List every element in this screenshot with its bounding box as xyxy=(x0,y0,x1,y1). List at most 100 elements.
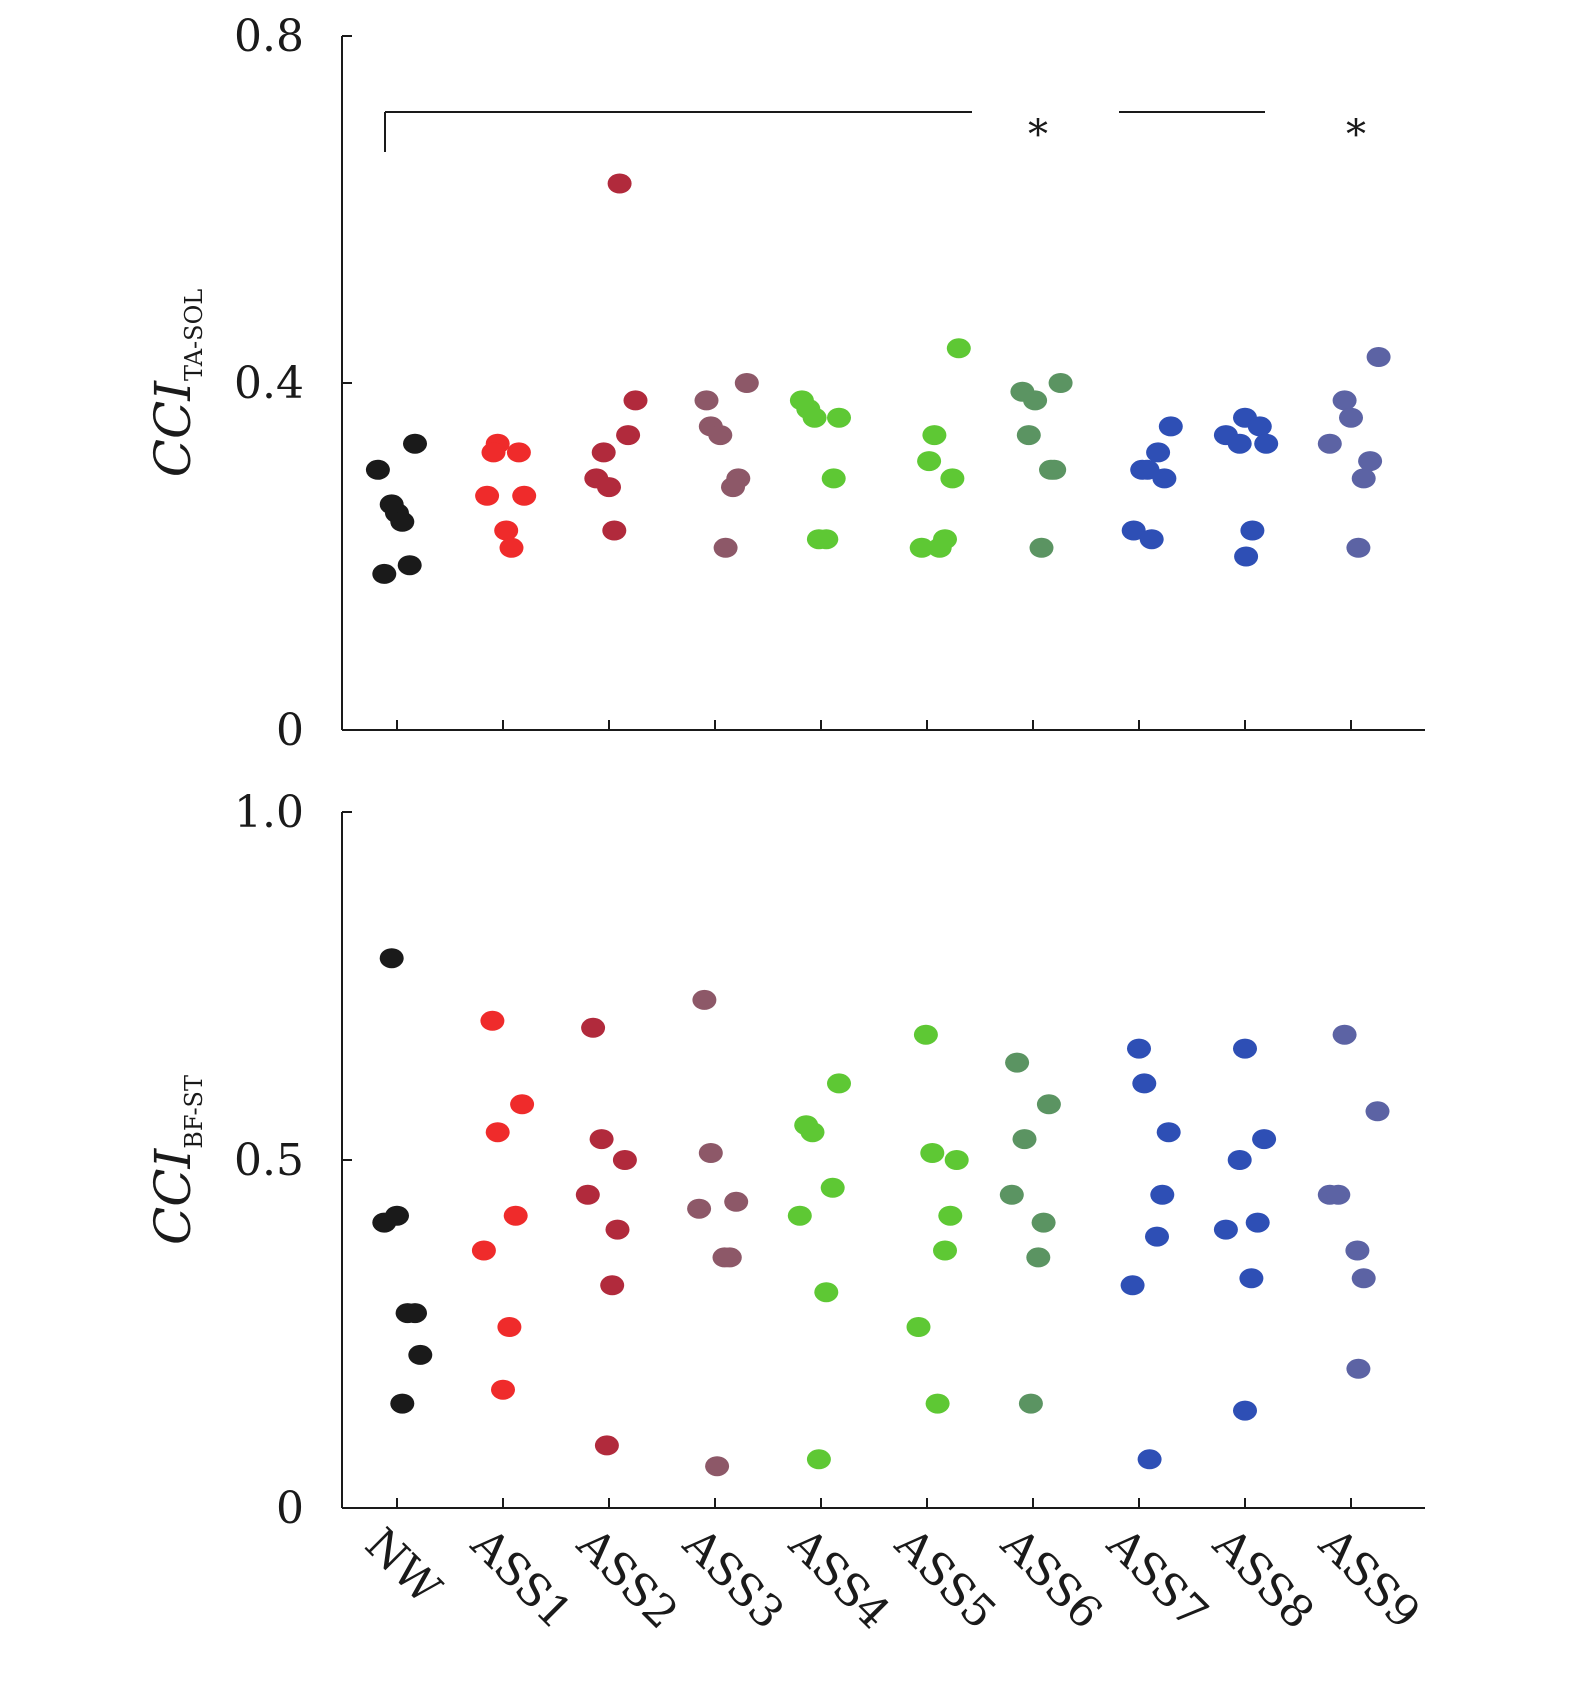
data-point-ass9 xyxy=(1351,1268,1376,1289)
data-point-ass3 xyxy=(687,1198,712,1219)
category-label: ASS8 xyxy=(1203,1518,1324,1639)
data-point-ass8 xyxy=(1233,1038,1257,1059)
data-point-ass2 xyxy=(605,1219,630,1240)
data-point-nw xyxy=(390,1393,415,1414)
data-point-ass3 xyxy=(694,390,719,411)
data-point-ass6 xyxy=(1012,1129,1037,1150)
data-point-ass5 xyxy=(909,537,934,558)
data-point-ass4 xyxy=(806,1449,831,1470)
data-point-nw xyxy=(365,459,390,480)
data-point-ass9 xyxy=(1332,1024,1357,1045)
category-label: ASS1 xyxy=(461,1518,582,1639)
data-point-ass1 xyxy=(494,520,519,541)
data-point-ass9 xyxy=(1326,1184,1351,1205)
data-point-ass6 xyxy=(1026,1247,1051,1268)
data-point-nw xyxy=(372,563,397,584)
data-point-ass6 xyxy=(1042,459,1067,480)
data-point-ass1 xyxy=(475,485,500,506)
data-point-ass4 xyxy=(814,529,839,550)
category-label: ASS5 xyxy=(885,1518,1006,1639)
data-point-ass3 xyxy=(734,373,759,393)
y-tick-label: 0.5 xyxy=(234,1135,304,1186)
data-point-ass2 xyxy=(616,425,641,446)
data-point-ass4 xyxy=(821,468,846,489)
data-point-ass5 xyxy=(917,451,942,472)
data-point-ass2 xyxy=(575,1184,600,1205)
data-point-nw xyxy=(403,1303,427,1324)
category-label: ASS3 xyxy=(673,1518,794,1639)
data-point-ass5 xyxy=(933,1240,957,1261)
data-point-nw xyxy=(390,511,415,532)
category-label: ASS4 xyxy=(779,1518,900,1639)
data-point-ass9 xyxy=(1346,537,1371,558)
data-point-ass9 xyxy=(1358,451,1383,472)
data-point-nw xyxy=(397,555,422,576)
data-point-ass1 xyxy=(491,1379,515,1400)
data-point-ass3 xyxy=(712,1247,737,1268)
data-point-ass6 xyxy=(1048,373,1073,393)
top-panel-ta-sol: 0 0.4 0.8 CCITA-SOL * * xyxy=(144,11,1425,756)
y-axis-title-subscript: TA-SOL xyxy=(180,289,208,381)
data-point-ass2 xyxy=(600,1275,625,1296)
data-point-nw xyxy=(379,948,404,969)
data-point-ass5 xyxy=(944,1150,969,1170)
data-point-ass4 xyxy=(827,1073,851,1094)
bottom-panel-bf-st: 0 0.5 1.0 CCIBF-ST xyxy=(144,787,1425,1534)
data-point-ass3 xyxy=(721,477,745,498)
y-axis-title-subscript: BF-ST xyxy=(180,1075,208,1149)
y-tick-label: 0 xyxy=(276,705,304,756)
y-tick-label: 0.8 xyxy=(234,11,304,62)
data-point-ass2 xyxy=(612,1150,637,1170)
data-point-ass4 xyxy=(820,1177,845,1198)
data-point-ass4 xyxy=(787,1205,812,1226)
y-tick-label: 0.4 xyxy=(234,358,304,409)
data-point-ass9 xyxy=(1351,468,1376,489)
data-point-ass2 xyxy=(623,390,648,411)
data-point-ass3 xyxy=(705,1456,730,1477)
data-point-ass3 xyxy=(692,989,717,1010)
data-point-ass6 xyxy=(1016,425,1041,446)
y-tick-label: 0 xyxy=(276,1483,304,1534)
data-point-ass7 xyxy=(1139,529,1164,550)
data-point-ass2 xyxy=(591,442,616,463)
data-point-ass1 xyxy=(480,1010,505,1031)
category-label: ASS7 xyxy=(1097,1518,1218,1639)
y-axis-title-main: CCI xyxy=(144,380,202,478)
data-point-ass6 xyxy=(1036,1094,1061,1115)
data-point-ass5 xyxy=(920,1143,945,1163)
data-point-ass5 xyxy=(933,529,957,550)
data-point-ass8 xyxy=(1239,1268,1264,1289)
data-point-ass8 xyxy=(1234,546,1259,567)
data-point-ass3 xyxy=(713,537,738,558)
data-point-ass1 xyxy=(497,1317,522,1337)
category-label: ASS6 xyxy=(991,1518,1112,1639)
data-point-ass6 xyxy=(1029,537,1054,558)
data-point-ass2 xyxy=(581,1017,606,1038)
data-point-ass8 xyxy=(1227,1150,1252,1170)
significance-star: * xyxy=(1028,112,1048,158)
data-point-ass9 xyxy=(1346,1358,1371,1379)
data-point-ass9 xyxy=(1339,407,1363,428)
data-point-ass5 xyxy=(925,1393,950,1414)
data-point-nw xyxy=(408,1344,433,1365)
data-point-ass1 xyxy=(481,442,506,463)
data-point-ass1 xyxy=(499,537,524,558)
data-point-ass1 xyxy=(503,1205,528,1226)
data-point-ass6 xyxy=(1023,390,1048,411)
data-point-ass8 xyxy=(1252,1129,1277,1150)
data-point-ass2 xyxy=(597,477,621,498)
data-point-ass6 xyxy=(1031,1212,1056,1233)
data-point-ass3 xyxy=(724,1191,749,1212)
data-point-nw xyxy=(385,1205,409,1226)
data-point-ass5 xyxy=(940,468,965,489)
data-point-ass4 xyxy=(827,407,851,428)
data-point-ass6 xyxy=(1005,1052,1030,1073)
data-point-ass7 xyxy=(1121,520,1146,541)
data-point-ass7 xyxy=(1156,1122,1181,1143)
data-point-ass4 xyxy=(800,1122,825,1143)
data-point-ass6 xyxy=(1018,1393,1043,1414)
category-label: NW xyxy=(355,1519,451,1615)
data-point-ass2 xyxy=(594,1435,619,1456)
data-point-ass1 xyxy=(506,442,531,463)
